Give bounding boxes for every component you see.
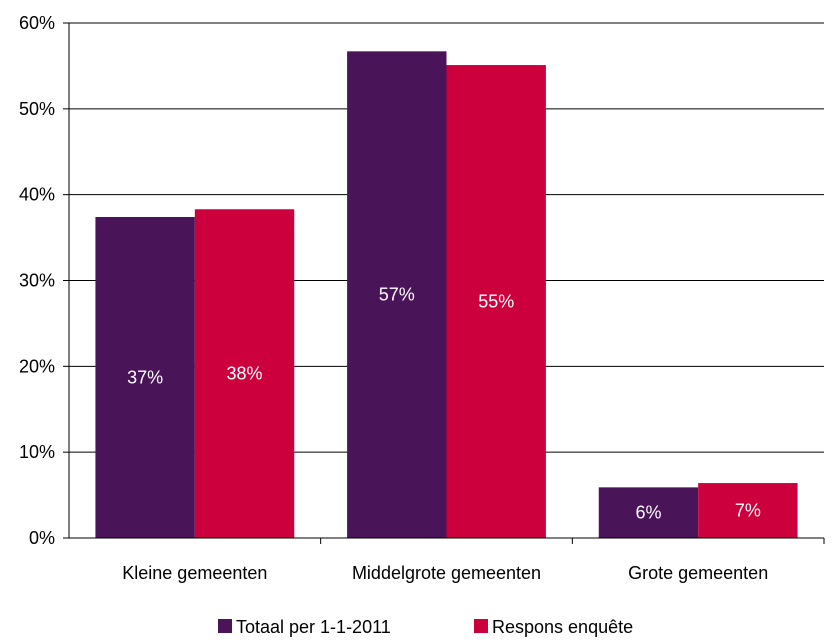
category-labels: Kleine gemeenten Middelgrote gemeenten Gro… [122,563,768,583]
y-axis-tick-labels: 0% 10% 20% 30% 40% 50% 60% [19,13,55,548]
bar-respons [698,483,798,538]
category-label: Middelgrote gemeenten [352,563,541,583]
category-label: Grote gemeenten [628,563,768,583]
legend-swatch [218,619,232,633]
bar-totaal [95,216,195,538]
data-label: 55% [478,292,514,312]
bar-totaal [598,487,699,538]
y-tick-label: 10% [19,442,55,462]
data-labels: 37% 38% 57% 55% 6% 7% [127,285,761,523]
legend-label: Totaal per 1-1-2011 [236,617,391,637]
y-tick-label: 50% [19,99,55,119]
bar-respons [446,65,546,538]
y-tick-label: 30% [19,271,55,291]
legend-swatch [474,619,488,633]
data-label: 38% [227,364,263,384]
data-label: 57% [379,285,415,305]
bar-totaal [347,51,447,538]
y-tick-label: 20% [19,356,55,376]
legend-label: Respons enquête [492,617,633,637]
bar-respons [194,209,295,538]
data-label: 6% [635,503,661,523]
data-label: 37% [127,367,163,387]
data-label: 7% [735,501,761,521]
y-tick-label: 0% [29,528,55,548]
y-tick-label: 60% [19,13,55,33]
category-label: Kleine gemeenten [122,563,267,583]
y-tick-label: 40% [19,185,55,205]
axes [63,22,825,544]
bars [95,51,798,538]
legend: Totaal per 1-1-2011 Respons enquête [218,617,633,637]
